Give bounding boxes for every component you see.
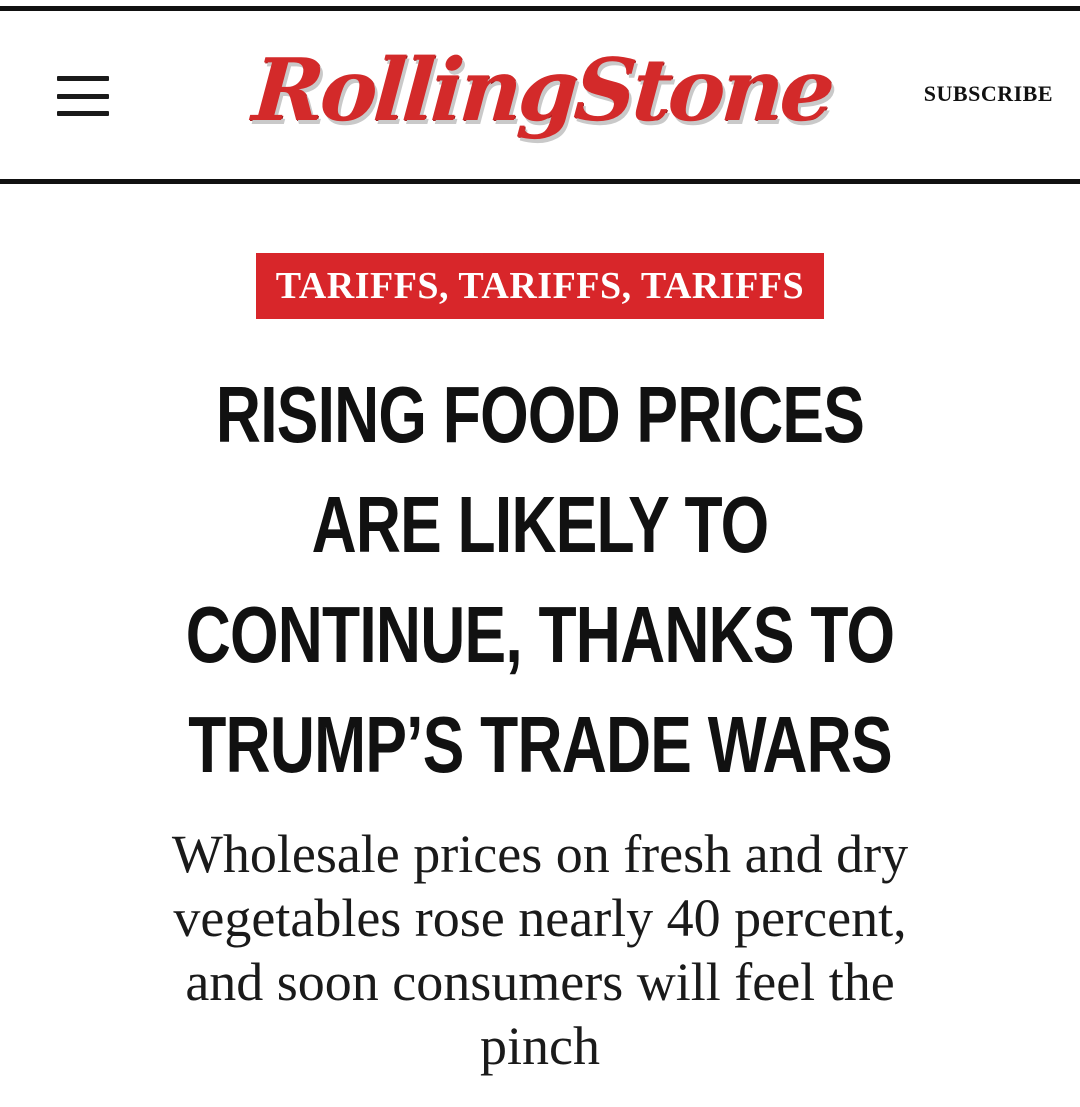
headline-line: TRUMP’S TRADE WARS: [188, 700, 892, 789]
hamburger-menu-icon: [57, 76, 109, 81]
article-headline: RISING FOOD PRICES ARE LIKELY TO CONTINU…: [40, 360, 1040, 800]
dek-line: vegetables rose nearly 40 percent,: [173, 888, 907, 948]
header-top-rule: [0, 6, 1080, 11]
headline-line: RISING FOOD PRICES: [215, 370, 865, 459]
dek-line: and soon consumers will feel the: [185, 952, 895, 1012]
article-dek: Wholesale prices on fresh and dry vegeta…: [90, 822, 990, 1078]
site-logo[interactable]: RollingStone: [249, 30, 834, 150]
hamburger-menu-icon-bar: [57, 111, 109, 116]
header-bottom-rule: [0, 179, 1080, 184]
dek-line: pinch: [480, 1016, 600, 1076]
kicker-container: TARIFFS, TARIFFS, TARIFFS: [0, 253, 1080, 319]
menu-button[interactable]: [57, 76, 109, 116]
hamburger-menu-icon-bar: [57, 93, 109, 99]
dek-line: Wholesale prices on fresh and dry: [171, 824, 909, 884]
headline-line: CONTINUE, THANKS TO: [185, 590, 895, 679]
section-kicker-tag[interactable]: TARIFFS, TARIFFS, TARIFFS: [255, 253, 825, 319]
logo-wordmark: RollingStone: [249, 39, 835, 141]
headline-line: ARE LIKELY TO: [311, 480, 770, 569]
subscribe-link[interactable]: SUBSCRIBE: [923, 81, 1053, 106]
